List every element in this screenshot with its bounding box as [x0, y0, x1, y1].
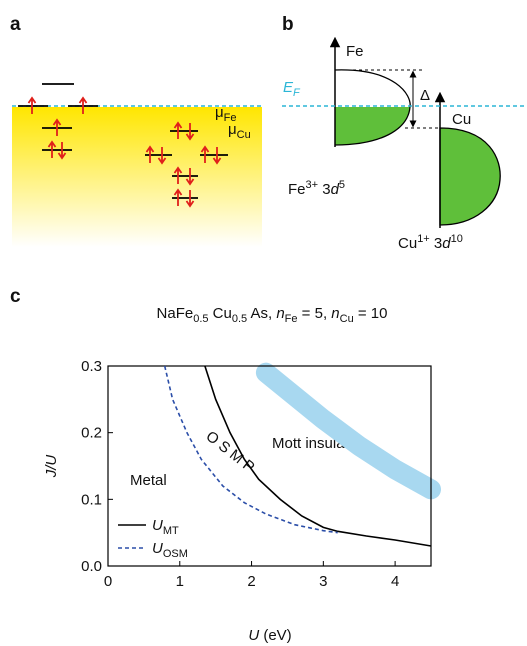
fe-occupied: [335, 107, 410, 145]
superscript: 1+: [417, 233, 430, 245]
subscript: MT: [163, 525, 179, 537]
y-tick-label: 0.2: [81, 425, 102, 442]
cu-state: Cu1+ 3d10: [398, 233, 463, 252]
symbol: μ: [228, 121, 237, 138]
t: As,: [247, 305, 276, 322]
y-tick-label: 0.1: [81, 491, 102, 508]
symbol: U: [152, 540, 163, 557]
element: Cu: [398, 235, 417, 252]
t: 0.5: [193, 313, 208, 325]
figure: a μFe μCu b Fe Cu Δ EF Fe3+ 3d5 Cu1+ 3d1…: [0, 0, 527, 646]
subscript: OSM: [163, 548, 188, 560]
superscript: 5: [339, 179, 345, 191]
fe-axis-label: Fe: [346, 43, 364, 60]
element: Fe: [288, 181, 306, 198]
superscript: 10: [451, 233, 463, 245]
shell: 3: [318, 181, 331, 198]
panel-a: a μFe μCu: [10, 14, 262, 247]
gap-label: Δ: [420, 87, 430, 104]
cu-axis-label: Cu: [452, 111, 471, 128]
legend-label: UMT: [152, 517, 179, 537]
x-axis-label: U (eV): [248, 627, 291, 644]
annotation: Metal: [130, 472, 167, 489]
t: = 10: [354, 305, 388, 322]
t: n: [276, 305, 284, 322]
symbol: U: [152, 517, 163, 534]
subscript: Cu: [237, 129, 251, 141]
t: Cu: [340, 313, 354, 325]
fe-state: Fe3+ 3d5: [288, 179, 345, 198]
x-tick-label: 0: [104, 573, 112, 590]
chart-title: NaFe0.5 Cu0.5 As, nFe = 5, nCu = 10: [157, 305, 388, 325]
t: Fe: [285, 313, 298, 325]
t: NaFe: [157, 305, 194, 322]
legend-label: UOSM: [152, 540, 188, 560]
panel-b: b Fe Cu Δ EF Fe3+ 3d5 Cu1+ 3d10: [282, 14, 527, 252]
x-tick-label: 4: [391, 573, 399, 590]
annotation: O S M P: [203, 428, 258, 476]
y-axis-label: J/U: [43, 455, 60, 479]
panel-label: b: [282, 14, 294, 35]
t: 0.5: [232, 313, 247, 325]
t: = 5,: [298, 305, 332, 322]
x-tick-label: 3: [319, 573, 327, 590]
superscript: 3+: [306, 179, 319, 191]
cu-dos: [440, 128, 500, 225]
unit: (eV): [259, 627, 292, 644]
symbol: μ: [215, 104, 224, 121]
x-tick-label: 2: [247, 573, 255, 590]
y-tick-label: 0.0: [81, 558, 102, 575]
fermi-label: EF: [283, 79, 301, 99]
panel-label: c: [10, 286, 21, 307]
y-tick-label: 0.3: [81, 358, 102, 375]
subscript: F: [293, 87, 301, 99]
x-tick-label: 1: [176, 573, 184, 590]
panel-label: a: [10, 14, 21, 35]
mott-band: [266, 373, 431, 490]
shell: 3: [430, 235, 443, 252]
t: Cu: [209, 305, 232, 322]
t: n: [331, 305, 339, 322]
panel-c: c NaFe0.5 Cu0.5 As, nFe = 5, nCu = 10 U …: [10, 286, 431, 644]
symbol: U: [248, 627, 259, 644]
